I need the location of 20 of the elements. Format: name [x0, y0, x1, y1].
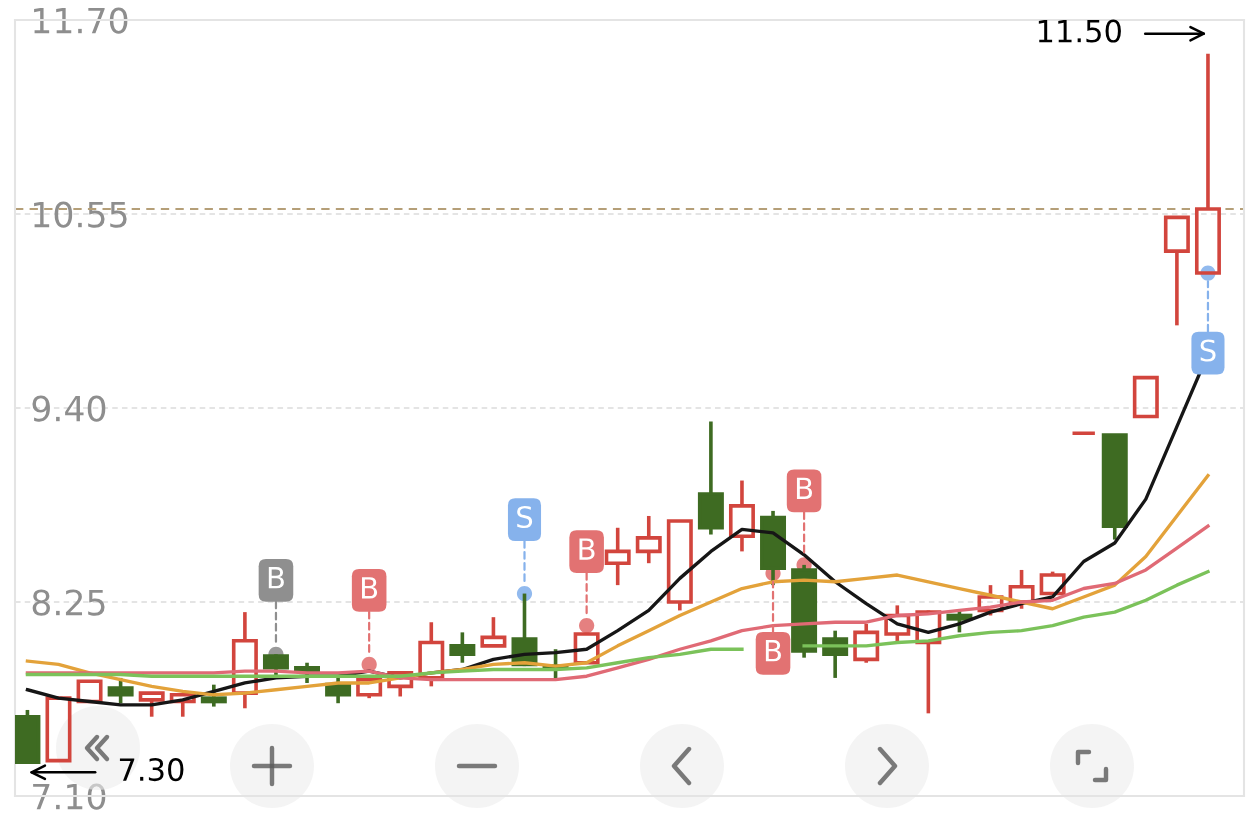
- point: [579, 618, 595, 634]
- y-tick-label: 10.55: [34, 201, 127, 228]
- candlestick: [635, 514, 662, 564]
- data-label: B: [796, 477, 813, 499]
- y-tick-label: 9.40: [32, 395, 106, 422]
- data-label: B: [268, 567, 284, 589]
- data-label: S: [1200, 339, 1216, 362]
- data-label: B: [765, 640, 781, 662]
- annotation: 7.30: [119, 758, 184, 782]
- candlestick: [1070, 431, 1097, 436]
- annotation: 11.50: [1038, 19, 1121, 43]
- data-label: B: [362, 577, 378, 599]
- data-label: S: [517, 505, 533, 529]
- candlestick: [604, 527, 631, 586]
- line-series: [25, 473, 1210, 697]
- y-tick-label: 8.25: [32, 589, 105, 616]
- candlestick: [449, 632, 476, 663]
- point: [361, 656, 377, 673]
- candlestick: [728, 480, 755, 552]
- data-label: B: [579, 538, 595, 560]
